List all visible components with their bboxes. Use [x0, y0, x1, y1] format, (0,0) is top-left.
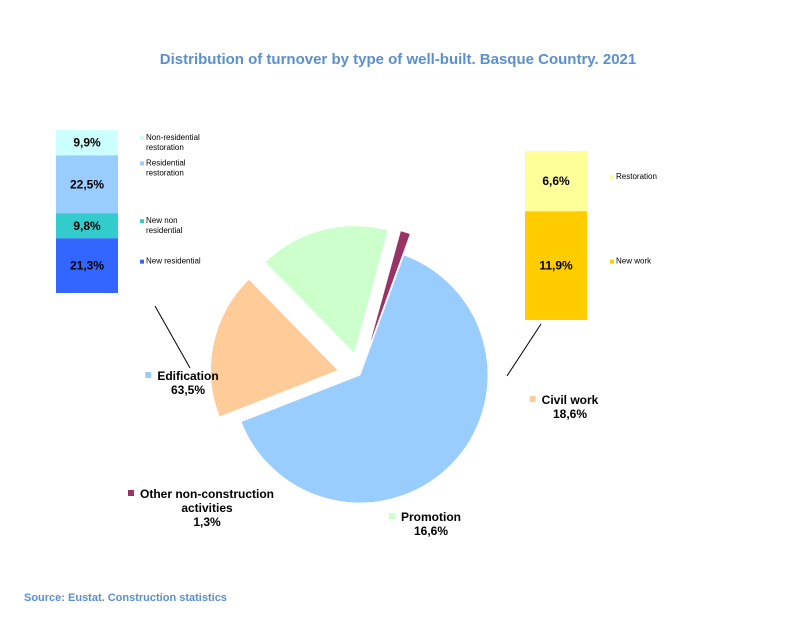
- bar-segment-value: 9,9%: [73, 136, 101, 150]
- bar-segment-residential-restoration: [56, 155, 118, 214]
- legend-label: Restoration: [616, 172, 657, 181]
- pie-slice-other-non-construction-activities: [366, 229, 412, 355]
- leader-line: [154, 305, 191, 369]
- legend-marker: [610, 259, 614, 264]
- pie-label-value: 63,5%: [171, 383, 205, 397]
- legend-label: Residential: [146, 158, 186, 167]
- legend-label: New residential: [146, 257, 201, 266]
- breakdown-bars: 9,9% Non-residentialrestoration22,5%Resid…: [56, 130, 657, 377]
- pie-label-name: Promotion: [401, 510, 461, 524]
- pie-label-name: Edification: [157, 369, 218, 383]
- bar-segment-value: 21,3%: [70, 259, 104, 273]
- pie-label-marker: [529, 396, 536, 402]
- pie-label-value: 1,3%: [193, 515, 221, 529]
- legend-label: Non-residential: [146, 133, 200, 142]
- legend-label: New non: [146, 216, 178, 225]
- bar-segment-value: 9,8%: [73, 219, 101, 233]
- leader-line: [506, 323, 542, 377]
- breakdown-civil-work: 6,6% Restoration 11,9% New work: [506, 151, 657, 377]
- pie-label-value: 16,6%: [414, 524, 448, 538]
- legend-label: restoration: [146, 143, 184, 152]
- bar-segment-value: 6,6%: [542, 174, 570, 188]
- legend-marker: [140, 161, 144, 166]
- pie-label-name: Other non-construction: [140, 487, 274, 501]
- pie-chart: [209, 225, 489, 504]
- pie-slice-civil-work: [209, 278, 340, 418]
- pie-label-name: Civil work: [542, 393, 599, 407]
- pie-label-value: 18,6%: [553, 407, 587, 421]
- legend-marker: [140, 259, 144, 264]
- legend-marker: [140, 136, 144, 140]
- legend-label: New work: [616, 257, 652, 266]
- pie-slice-promotion: [264, 225, 389, 355]
- chart-title: Distribution of turnover by type of well…: [160, 51, 636, 68]
- pie-label-marker: [145, 372, 152, 378]
- legend-marker: [610, 175, 614, 180]
- bar-segment-value: 11,9%: [539, 259, 573, 273]
- pie-label-marker: [128, 490, 134, 496]
- bar-segment-non-residential-restoration: [56, 130, 118, 156]
- pie-label-marker: [389, 513, 395, 519]
- legend-label: residential: [146, 226, 183, 235]
- breakdown-edification: 9,9% Non-residentialrestoration22,5%Resid…: [56, 130, 201, 369]
- bar-segment-new-residential: [56, 238, 118, 293]
- bar-segment-restoration: [525, 151, 587, 212]
- bar-segment-new-work: [525, 211, 587, 320]
- pie-label-name: activities: [181, 501, 233, 515]
- source-note: Source: Eustat. Construction statistics: [24, 592, 227, 604]
- legend-label: restoration: [146, 168, 184, 177]
- bar-segment-value: 22,5%: [70, 177, 104, 191]
- bar-segment-new-non-residential: [56, 213, 118, 239]
- legend-marker: [140, 219, 144, 224]
- pie-slice-edification: [240, 254, 489, 504]
